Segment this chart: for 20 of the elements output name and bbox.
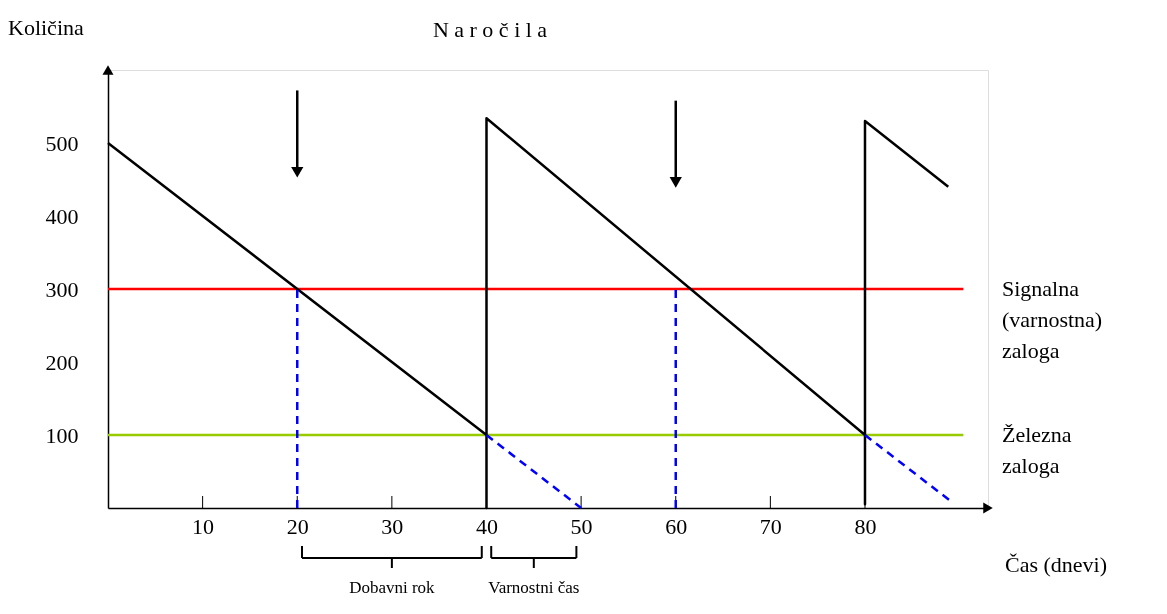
x-axis-title: Čas (dnevi): [1005, 552, 1108, 577]
chart-title: N a r o č i l a: [432, 17, 548, 42]
text: Dobavni rok: [349, 578, 436, 597]
x-tick-label: 30: [381, 513, 404, 539]
x-tick-label: 20: [286, 513, 309, 539]
text: Varnostni čas: [488, 578, 580, 597]
y-axis-title: Količina: [8, 15, 84, 40]
y-tick-label: 500: [45, 130, 79, 156]
x-tick-label: 10: [192, 513, 215, 539]
y-tick-label: 100: [45, 422, 79, 448]
x-tick-label: 50: [570, 513, 593, 539]
y-tick-label: 300: [45, 276, 79, 302]
x-tick-label: 60: [665, 513, 688, 539]
y-tick-label: 200: [45, 349, 79, 375]
x-tick-label: 80: [854, 513, 877, 539]
ref-line-label: Železna zaloga: [1002, 422, 1072, 478]
x-tick-label: 40: [475, 513, 498, 539]
x-tick-label: 70: [759, 513, 782, 539]
y-tick-label: 400: [45, 203, 79, 229]
ref-line-label: Signalna (varnostna) zaloga: [1002, 276, 1103, 363]
